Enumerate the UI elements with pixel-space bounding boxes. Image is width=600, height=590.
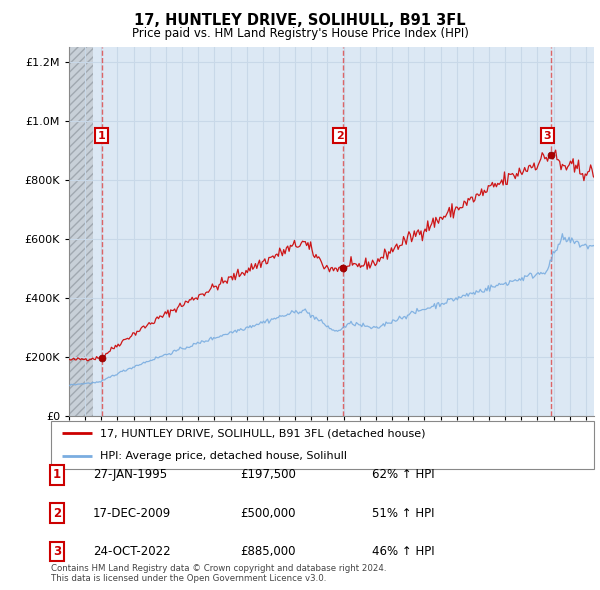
Text: 3: 3 bbox=[53, 545, 61, 558]
Text: 1: 1 bbox=[97, 131, 105, 140]
Text: 2: 2 bbox=[53, 507, 61, 520]
Text: 17-DEC-2009: 17-DEC-2009 bbox=[93, 507, 171, 520]
Text: Price paid vs. HM Land Registry's House Price Index (HPI): Price paid vs. HM Land Registry's House … bbox=[131, 27, 469, 40]
Text: 17, HUNTLEY DRIVE, SOLIHULL, B91 3FL: 17, HUNTLEY DRIVE, SOLIHULL, B91 3FL bbox=[134, 13, 466, 28]
Text: 46% ↑ HPI: 46% ↑ HPI bbox=[372, 545, 434, 558]
Text: 1: 1 bbox=[53, 468, 61, 481]
Text: 3: 3 bbox=[544, 131, 551, 140]
FancyBboxPatch shape bbox=[51, 421, 594, 469]
Text: £197,500: £197,500 bbox=[240, 468, 296, 481]
Text: 62% ↑ HPI: 62% ↑ HPI bbox=[372, 468, 434, 481]
Text: £500,000: £500,000 bbox=[240, 507, 296, 520]
Text: 27-JAN-1995: 27-JAN-1995 bbox=[93, 468, 167, 481]
Text: 51% ↑ HPI: 51% ↑ HPI bbox=[372, 507, 434, 520]
Text: 24-OCT-2022: 24-OCT-2022 bbox=[93, 545, 170, 558]
Text: 2: 2 bbox=[336, 131, 343, 140]
Text: Contains HM Land Registry data © Crown copyright and database right 2024.
This d: Contains HM Land Registry data © Crown c… bbox=[51, 563, 386, 583]
Bar bbox=[69, 47, 93, 416]
Text: 17, HUNTLEY DRIVE, SOLIHULL, B91 3FL (detached house): 17, HUNTLEY DRIVE, SOLIHULL, B91 3FL (de… bbox=[100, 428, 425, 438]
Text: HPI: Average price, detached house, Solihull: HPI: Average price, detached house, Soli… bbox=[100, 451, 347, 461]
Text: £885,000: £885,000 bbox=[240, 545, 296, 558]
